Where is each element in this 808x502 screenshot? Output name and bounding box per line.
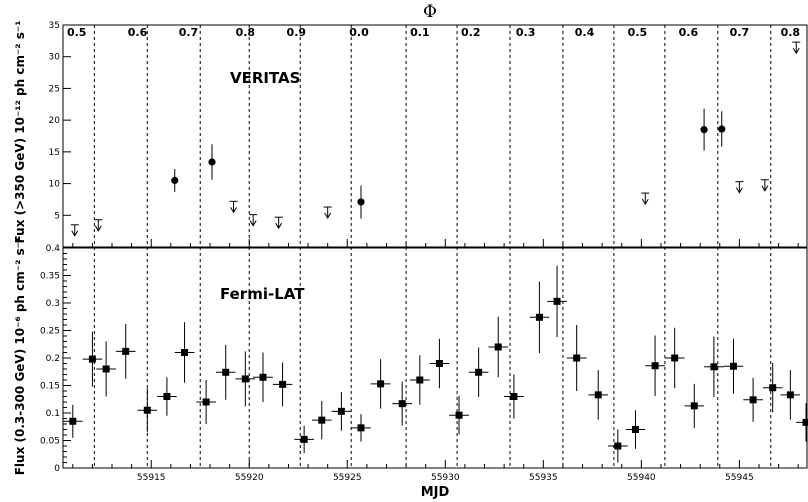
fermi-flux-point [301, 436, 308, 443]
fermi-flux-point [318, 417, 325, 424]
fermi-flux-point [203, 399, 210, 406]
fermi-flux-point [181, 349, 188, 356]
fermi-flux-point [279, 381, 286, 388]
fermi-flux-point [222, 369, 229, 376]
veritas-upper-limit-arrow [94, 220, 102, 231]
phase-label: 0.1 [410, 26, 430, 39]
fermi-y-tick-label: 0.1 [46, 409, 60, 419]
fermi-flux-point [787, 391, 794, 398]
phase-label: 0.7 [179, 26, 199, 39]
phase-label: 0.8 [236, 26, 256, 39]
veritas-panel: 5 10 15 20 25 30 35 [49, 21, 807, 247]
x-tick-label: 55945 [725, 473, 754, 483]
veritas-y-tick-label: 30 [49, 53, 61, 63]
fermi-flux-point [338, 408, 345, 415]
fermi-panel-label: Fermi-LAT [220, 285, 305, 303]
fermi-flux-point [614, 443, 621, 450]
fermi-flux-point [750, 396, 757, 403]
fermi-flux-point [595, 391, 602, 398]
x-axis-title: MJD [421, 485, 450, 500]
fermi-flux-point [259, 374, 266, 381]
veritas-frame [63, 25, 807, 247]
x-tick-label: 55940 [627, 473, 656, 483]
veritas-upper-limit-arrow [641, 193, 649, 204]
veritas-y-axis-title: Fux (>350 GeV) 10⁻¹² ph cm⁻² s⁻¹ [13, 21, 27, 244]
veritas-y-tick-label: 15 [49, 148, 60, 158]
fermi-y-tick-label: 0.3 [46, 299, 60, 309]
fermi-flux-point [163, 393, 170, 400]
phase-label: 0.9 [287, 26, 307, 39]
fermi-flux-point [803, 419, 808, 426]
fermi-flux-point [671, 355, 678, 362]
fermi-flux-point [436, 360, 443, 367]
fermi-flux-point [554, 298, 561, 305]
veritas-panel-label: VERITAS [230, 69, 300, 87]
fermi-y-tick-label: 0.4 [46, 244, 61, 254]
veritas-upper-limit-arrow [71, 225, 79, 236]
fermi-flux-point [69, 418, 76, 425]
x-tick-label: 55925 [333, 473, 362, 483]
x-tick-label: 55935 [529, 473, 558, 483]
fermi-flux-point [103, 366, 110, 373]
fermi-y-tick-label: 0.2 [46, 354, 60, 364]
fermi-flux-point [691, 402, 698, 409]
fermi-flux-point [358, 424, 365, 431]
phase-label: 0.3 [516, 26, 536, 39]
veritas-detection-point [171, 177, 178, 184]
fermi-flux-point [510, 393, 517, 400]
veritas-y-tick-label: 25 [49, 84, 60, 94]
phase-label: 0.6 [128, 26, 148, 39]
phase-label: 0.7 [730, 26, 750, 39]
fermi-flux-point [632, 426, 639, 433]
fermi-flux-point [242, 375, 249, 382]
phase-label: 0.5 [628, 26, 648, 39]
veritas-upper-limit-arrow [761, 180, 769, 191]
fermi-y-tick-label: 0.15 [40, 382, 60, 392]
fermi-y-tick-label: 0 [54, 464, 60, 474]
veritas-upper-limit-arrow [735, 182, 743, 193]
fermi-flux-point [475, 369, 482, 376]
fermi-y-tick-label: 0.05 [40, 437, 60, 447]
veritas-upper-limit-arrow [792, 42, 800, 53]
veritas-upper-limit-arrow [324, 207, 332, 218]
veritas-y-tick-label: 10 [49, 180, 61, 190]
phase-label: 0.8 [781, 26, 801, 39]
veritas-y-tick-label: 5 [54, 211, 60, 221]
veritas-detection-point [718, 125, 725, 132]
fermi-frame [63, 248, 807, 468]
fermi-flux-point [122, 348, 129, 355]
fermi-flux-point [416, 377, 423, 384]
fermi-flux-point [730, 363, 737, 370]
x-tick-label: 55915 [137, 473, 166, 483]
veritas-detection-point [357, 198, 364, 205]
fermi-flux-point [710, 363, 717, 370]
phase-label: 0.6 [679, 26, 699, 39]
fermi-flux-point [377, 380, 384, 387]
veritas-upper-limit-arrow [230, 201, 238, 212]
x-tick-label: 55920 [235, 473, 264, 483]
veritas-y-tick-label: 35 [49, 21, 60, 31]
fermi-flux-point [573, 355, 580, 362]
fermi-flux-point [536, 314, 543, 321]
x-tick-label: 55930 [431, 473, 460, 483]
veritas-y-tick-label: 20 [49, 116, 61, 126]
phase-label: 0.2 [461, 26, 481, 39]
phase-label: 0.0 [349, 26, 369, 39]
fermi-y-tick-label: 0.25 [40, 327, 60, 337]
fermi-y-tick-label: 0.35 [40, 272, 60, 282]
phase-axis-title: Φ [423, 2, 437, 22]
phase-label: 0.4 [575, 26, 595, 39]
veritas-upper-limit-arrow [249, 215, 257, 226]
fermi-flux-point [652, 362, 659, 369]
veritas-detection-point [700, 126, 707, 133]
phase-label: 0.5 [67, 26, 87, 39]
fermi-flux-point [399, 400, 406, 407]
veritas-detection-point [208, 158, 215, 165]
fermi-flux-point [495, 344, 502, 351]
fermi-y-axis-title: Flux (0.3-300 GeV) 10⁻⁶ ph cm⁻² s⁻¹ [13, 237, 27, 476]
fermi-lat-panel: 0 0.05 0.1 0.15 0.2 0.25 0.3 0.35 0.4 55915 55920 5… [40, 244, 808, 483]
veritas-upper-limit-arrow [275, 217, 283, 228]
